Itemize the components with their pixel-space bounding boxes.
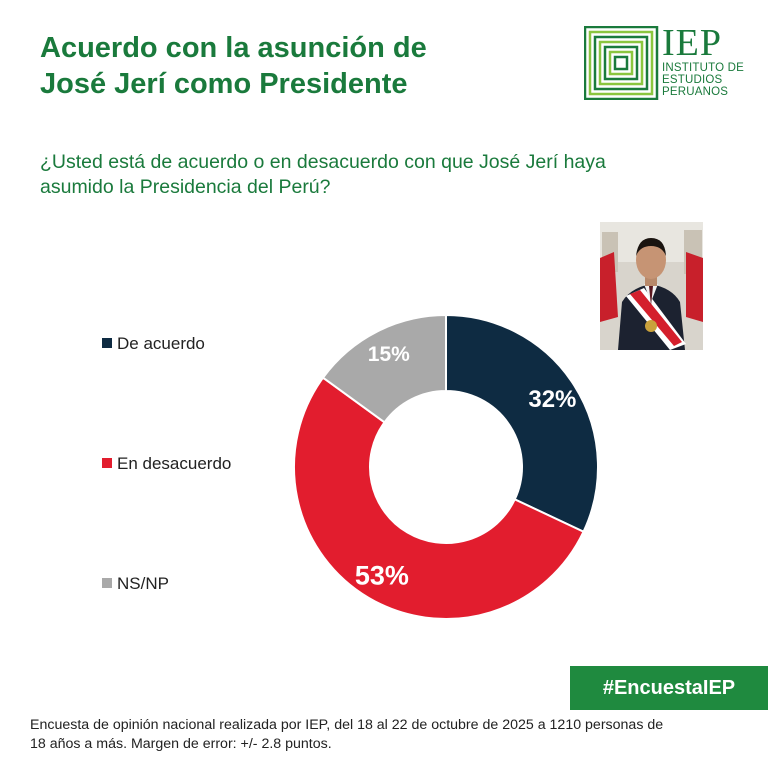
legend-label: NS/NP: [117, 574, 169, 593]
iep-logo-icon: [584, 26, 659, 100]
footer-line-1: Encuesta de opinión nacional realizada p…: [30, 717, 664, 733]
logo-name: IEP: [662, 22, 722, 64]
legend-swatch: [102, 458, 112, 468]
footer-note: Encuesta de opinión nacional realizada p…: [30, 716, 750, 754]
slice-en-desacuerdo: [293, 376, 585, 620]
legend-item-de-acuerdo: De acuerdo: [102, 334, 205, 354]
hashtag-badge: #EncuestaIEP: [570, 666, 768, 710]
legend-item-en-desacuerdo: En desacuerdo: [102, 454, 231, 474]
logo-line-1: INSTITUTO DE: [662, 62, 745, 74]
legend-label: En desacuerdo: [117, 454, 232, 473]
data-label: 53%: [355, 560, 409, 590]
logo-line-3: PERUANOS: [662, 86, 729, 98]
iep-logo-text: IEP INSTITUTO DE ESTUDIOS PERUANOS: [662, 24, 744, 98]
president-portrait-photo: [600, 222, 703, 350]
slice-de-acuerdo: [445, 313, 599, 534]
logo-line-2: ESTUDIOS: [662, 74, 723, 86]
page-title: Acuerdo con la asunción de José Jerí com…: [40, 30, 520, 102]
title-line-1: Acuerdo con la asunción de: [40, 32, 427, 64]
survey-question: ¿Usted está de acuerdo o en desacuerdo c…: [40, 150, 680, 200]
question-line-2: asumido la Presidencia del Perú?: [40, 176, 331, 198]
footer-line-2: 18 años a más. Margen de error: +/- 2.8 …: [30, 736, 332, 752]
legend-label: De acuerdo: [117, 334, 205, 353]
data-label: 32%: [528, 386, 576, 413]
question-line-1: ¿Usted está de acuerdo o en desacuerdo c…: [40, 151, 606, 173]
slice-ns-np: [321, 313, 447, 424]
legend-item-ns-np: NS/NP: [102, 574, 169, 594]
legend-swatch: [102, 338, 112, 348]
data-label: 15%: [368, 343, 410, 366]
legend-swatch: [102, 578, 112, 588]
title-line-2: José Jerí como Presidente: [40, 68, 408, 100]
